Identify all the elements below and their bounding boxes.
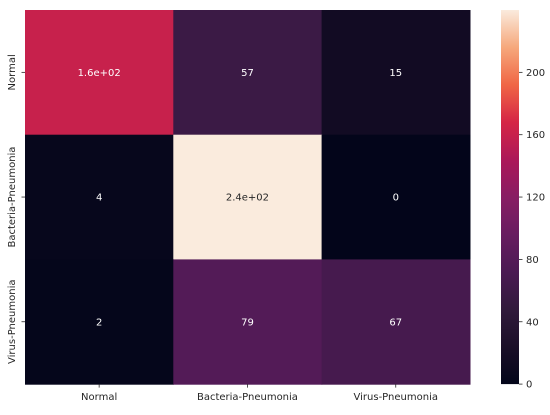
y-tick-label: Bacteria-Pneumonia — [7, 147, 18, 248]
x-tick-label: Bacteria-Pneumonia — [197, 392, 298, 403]
cell-value-label: 67 — [389, 317, 402, 328]
cell-value-label: 4 — [96, 193, 102, 204]
heatmap-cell — [321, 10, 471, 136]
colorbar-tick-label: 200 — [526, 68, 545, 79]
heatmap-cell — [25, 10, 174, 136]
cell-value-label: 2 — [96, 317, 102, 328]
heatmap-cell — [25, 134, 174, 260]
cell-value-label: 15 — [389, 68, 402, 79]
x-axis: Normal Bacteria-Pneumonia Virus-Pneumonia — [81, 384, 438, 403]
y-tick-label: Normal — [7, 54, 18, 90]
cell-value-label: 1.6e+02 — [78, 68, 121, 79]
cell-value-label: 2.4e+02 — [226, 193, 269, 204]
heatmap-cell — [173, 134, 323, 260]
y-axis: Normal Bacteria-Pneumonia Virus-Pneumonia — [7, 54, 25, 364]
heatmap-cell — [173, 10, 323, 136]
cell-value-label: 0 — [393, 193, 399, 204]
heatmap-annotations: 1.6e+02 57 15 4 2.4e+02 0 2 79 67 — [78, 68, 403, 328]
heatmap-cell — [321, 134, 471, 260]
colorbar-tick-label: 0 — [526, 380, 532, 391]
x-tick-label: Virus-Pneumonia — [354, 392, 438, 403]
heatmap-cell — [321, 259, 471, 385]
heatmap-cells — [25, 10, 471, 385]
heatmap-cell — [25, 259, 174, 385]
colorbar-gradient — [501, 10, 519, 385]
colorbar-tick-label: 120 — [526, 193, 545, 204]
colorbar: 0 40 80 120 160 200 — [501, 10, 545, 391]
colorbar-tick-label: 80 — [526, 255, 539, 266]
cell-value-label: 57 — [241, 68, 254, 79]
colorbar-tick-label: 160 — [526, 130, 545, 141]
colorbar-tick-label: 40 — [526, 317, 539, 328]
heatmap-cell — [173, 259, 323, 385]
cell-value-label: 79 — [241, 317, 254, 328]
y-tick-label: Virus-Pneumonia — [7, 280, 18, 364]
x-tick-label: Normal — [81, 392, 117, 403]
